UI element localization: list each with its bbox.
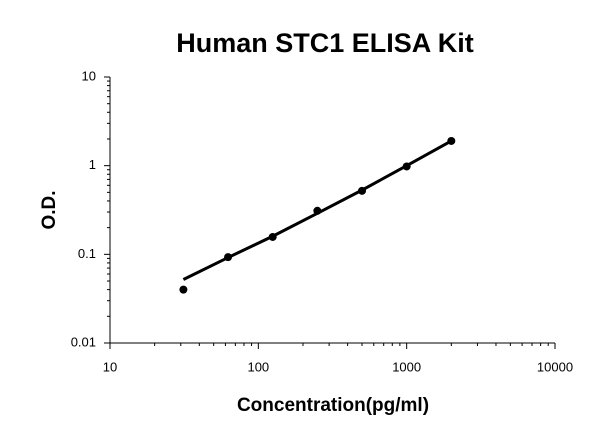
y-tick-label: 1 [89, 157, 96, 172]
data-point [179, 285, 188, 294]
x-tick-label: 1000 [392, 359, 421, 374]
x-tick-label: 10000 [537, 359, 573, 374]
fit-line [182, 139, 453, 281]
y-axis-label: O.D. [39, 190, 60, 229]
y-tick-label: 0.1 [78, 246, 96, 261]
x-tick-label: 100 [247, 359, 269, 374]
chart-title: Human STC1 ELISA Kit [176, 28, 474, 58]
y-tick-label: 10 [82, 68, 96, 83]
y-tick-label: 0.01 [71, 334, 96, 349]
x-axis-label: Concentration(pg/ml) [237, 395, 429, 416]
x-tick-label: 10 [103, 359, 117, 374]
